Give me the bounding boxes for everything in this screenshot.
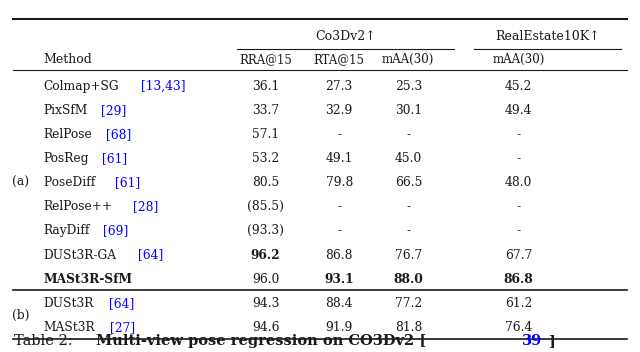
- Text: 86.8: 86.8: [504, 273, 533, 285]
- Text: -: -: [406, 128, 410, 141]
- Text: RelPose: RelPose: [44, 128, 92, 141]
- Text: 66.5: 66.5: [395, 176, 422, 189]
- Text: 96.2: 96.2: [251, 249, 280, 262]
- Text: [68]: [68]: [106, 128, 132, 141]
- Text: 36.1: 36.1: [252, 80, 279, 93]
- Text: -: -: [516, 200, 520, 213]
- Text: 33.7: 33.7: [252, 104, 279, 117]
- Text: 45.0: 45.0: [395, 152, 422, 165]
- Text: 81.8: 81.8: [395, 321, 422, 334]
- Text: RelPose++: RelPose++: [44, 200, 113, 213]
- Text: 27.3: 27.3: [326, 80, 353, 93]
- Text: -: -: [516, 152, 520, 165]
- Text: 79.8: 79.8: [326, 176, 353, 189]
- Text: [29]: [29]: [100, 104, 126, 117]
- Text: 30.1: 30.1: [395, 104, 422, 117]
- Text: 57.1: 57.1: [252, 128, 279, 141]
- Text: [27]: [27]: [110, 321, 135, 334]
- Text: (b): (b): [12, 309, 29, 322]
- Text: 61.2: 61.2: [505, 297, 532, 310]
- Text: PixSfM: PixSfM: [44, 104, 88, 117]
- Text: [69]: [69]: [103, 225, 129, 237]
- Text: Multi-view pose regression on CO3Dv2 [: Multi-view pose regression on CO3Dv2 [: [96, 334, 426, 348]
- Text: Table 2:: Table 2:: [14, 334, 77, 348]
- Text: [13,43]: [13,43]: [141, 80, 186, 93]
- Text: -: -: [516, 225, 520, 237]
- Text: (a): (a): [12, 176, 29, 189]
- Text: 94.6: 94.6: [252, 321, 279, 334]
- Text: 39: 39: [522, 334, 542, 348]
- Text: DUSt3R-GA: DUSt3R-GA: [44, 249, 116, 262]
- Text: ]: ]: [548, 334, 555, 348]
- Text: Colmap+SG: Colmap+SG: [44, 80, 119, 93]
- Text: 94.3: 94.3: [252, 297, 279, 310]
- Text: 86.8: 86.8: [326, 249, 353, 262]
- Text: 91.9: 91.9: [326, 321, 353, 334]
- Text: 25.3: 25.3: [395, 80, 422, 93]
- Text: mAA(30): mAA(30): [382, 54, 435, 66]
- Text: (93.3): (93.3): [247, 225, 284, 237]
- Text: [64]: [64]: [138, 249, 163, 262]
- Text: -: -: [406, 225, 410, 237]
- Text: 76.4: 76.4: [505, 321, 532, 334]
- Text: Method: Method: [44, 54, 92, 66]
- Text: RealEstate10K↑: RealEstate10K↑: [495, 31, 600, 43]
- Text: 96.0: 96.0: [252, 273, 279, 285]
- Text: -: -: [337, 200, 341, 213]
- Text: MASt3R: MASt3R: [44, 321, 95, 334]
- Text: [28]: [28]: [132, 200, 158, 213]
- Text: mAA(30): mAA(30): [492, 54, 545, 66]
- Text: DUSt3R: DUSt3R: [44, 297, 94, 310]
- Text: 49.4: 49.4: [505, 104, 532, 117]
- Text: RTA@15: RTA@15: [314, 54, 365, 66]
- Text: 49.1: 49.1: [326, 152, 353, 165]
- Text: 88.4: 88.4: [326, 297, 353, 310]
- Text: RRA@15: RRA@15: [239, 54, 292, 66]
- Text: [61]: [61]: [115, 176, 140, 189]
- Text: RayDiff: RayDiff: [44, 225, 90, 237]
- Text: 77.2: 77.2: [395, 297, 422, 310]
- Text: PosReg: PosReg: [44, 152, 89, 165]
- Text: Co3Dv2↑: Co3Dv2↑: [316, 31, 376, 43]
- Text: [61]: [61]: [102, 152, 127, 165]
- Text: 93.1: 93.1: [324, 273, 354, 285]
- Text: MASt3R-SfM: MASt3R-SfM: [44, 273, 132, 285]
- Text: 88.0: 88.0: [394, 273, 423, 285]
- Text: -: -: [337, 128, 341, 141]
- Text: [64]: [64]: [109, 297, 134, 310]
- Text: 48.0: 48.0: [505, 176, 532, 189]
- Text: 45.2: 45.2: [505, 80, 532, 93]
- Text: 53.2: 53.2: [252, 152, 279, 165]
- Text: PoseDiff: PoseDiff: [44, 176, 99, 189]
- Text: 67.7: 67.7: [505, 249, 532, 262]
- Text: 76.7: 76.7: [395, 249, 422, 262]
- Text: (85.5): (85.5): [247, 200, 284, 213]
- Text: -: -: [516, 128, 520, 141]
- Text: -: -: [337, 225, 341, 237]
- Text: -: -: [406, 200, 410, 213]
- Text: 32.9: 32.9: [326, 104, 353, 117]
- Text: 80.5: 80.5: [252, 176, 279, 189]
